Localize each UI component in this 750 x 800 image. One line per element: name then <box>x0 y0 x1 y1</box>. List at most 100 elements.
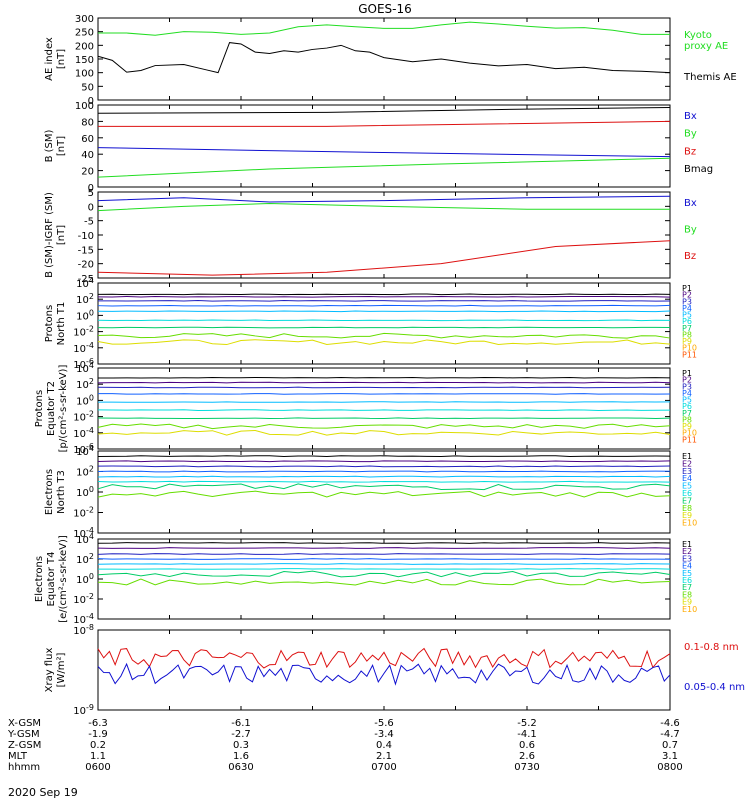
x-value: 0.3 <box>233 740 249 751</box>
tick-label: 10-2 <box>73 410 94 424</box>
tick-label: 102 <box>76 552 94 566</box>
legend-p2: P2 <box>682 291 692 300</box>
flux-line <box>97 376 671 379</box>
flux-line <box>97 300 671 302</box>
legend-e6: E6 <box>682 576 692 585</box>
legend-e4: E4 <box>682 562 692 571</box>
series-line-bx <box>97 195 671 203</box>
panel-frame <box>97 17 671 101</box>
x-value: -3.4 <box>374 729 394 740</box>
legend-e6: E6 <box>682 489 692 498</box>
legend-bx: Bx <box>684 111 697 122</box>
legend-e9: E9 <box>682 511 692 520</box>
legend-p5: P5 <box>682 311 692 320</box>
legend-by: By <box>684 129 697 140</box>
x-value: 0.6 <box>519 740 535 751</box>
panel-bsm: B (SM) [nT] 0 20 40 60 80 100 Bx By Bz Bmag <box>44 101 713 194</box>
x-value: -2.7 <box>231 729 251 740</box>
series-line-bz <box>98 120 671 127</box>
legend-by: By <box>684 224 697 235</box>
x-value: 0.2 <box>90 740 106 751</box>
legend-e3: E3 <box>682 554 692 563</box>
xray-line <box>97 662 671 686</box>
tick-label: 10-2 <box>73 506 94 520</box>
y-axis-label: [nT] <box>56 49 67 69</box>
tick-label: -10 <box>78 231 94 242</box>
tick-label: 20 <box>81 167 94 178</box>
tick-label: 80 <box>81 117 94 128</box>
legend-p10: P10 <box>682 344 697 353</box>
x-value: 0600 <box>85 762 110 773</box>
tick-label: 10-9 <box>73 703 94 717</box>
flux-line <box>97 332 671 339</box>
flux-line <box>97 568 671 570</box>
tick-label: -20 <box>78 260 94 271</box>
flux-line <box>97 326 671 329</box>
x-value: 0.4 <box>376 740 392 751</box>
tick-label: 10-4 <box>73 612 94 626</box>
flux-line <box>97 490 671 498</box>
x-value: 2.6 <box>519 751 535 762</box>
legend-p6: P6 <box>682 402 692 411</box>
legend-xray-long: 0.1-0.8 nm <box>684 642 739 653</box>
tick-label: 102 <box>76 292 94 306</box>
flux-line <box>97 578 671 586</box>
legend-bz: Bz <box>684 251 696 262</box>
legend-e9: E9 <box>682 598 692 607</box>
x-value: 1.6 <box>233 751 249 762</box>
tick-label: 0 <box>88 202 94 213</box>
tick-label: 10-8 <box>73 623 94 637</box>
tick-label: 50 <box>81 82 94 93</box>
y-axis-label: [W/m²] <box>56 652 67 687</box>
legend-p6: P6 <box>682 317 692 326</box>
flux-line <box>97 310 671 313</box>
tick-label: 10-6 <box>73 442 94 456</box>
flux-line <box>97 295 671 298</box>
flux-line <box>97 570 671 578</box>
flux-line <box>97 429 671 436</box>
tick-label: 0 <box>88 96 94 107</box>
legend-p2: P2 <box>682 376 692 385</box>
x-value: -5.2 <box>517 718 537 729</box>
tick-label: 100 <box>75 101 94 112</box>
legend-e1: E1 <box>682 540 692 549</box>
flux-line <box>97 423 671 430</box>
x-value: 1.1 <box>90 751 106 762</box>
x-value: 3.1 <box>662 751 678 762</box>
panel-frame <box>97 538 671 620</box>
x-value: 0.7 <box>662 740 678 751</box>
flux-line <box>97 465 671 468</box>
tick-label: -25 <box>78 274 94 285</box>
legend-e7: E7 <box>682 583 692 592</box>
tick-label: 10-2 <box>73 592 94 606</box>
series-line-bmag <box>97 106 671 114</box>
flux-line <box>97 417 671 420</box>
legend-p11: P11 <box>682 350 697 359</box>
panel-frame <box>97 191 671 279</box>
flux-line <box>97 455 671 458</box>
flux-line <box>97 381 671 384</box>
legend-e8: E8 <box>682 504 692 513</box>
panel-frame <box>97 450 671 534</box>
tick-label: 100 <box>75 69 94 80</box>
y-axis-label: B (SM) <box>44 129 55 162</box>
legend-e10: E10 <box>682 605 697 614</box>
legend-p4: P4 <box>682 304 692 313</box>
tick-label: 10-4 <box>73 341 94 355</box>
flux-line <box>97 386 671 389</box>
tick-label: 10-2 <box>73 325 94 339</box>
flux-line <box>97 558 671 560</box>
x-row-label: X-GSM <box>8 718 41 729</box>
tick-label: 100 <box>76 308 94 322</box>
legend-p10: P10 <box>682 429 697 438</box>
flux-line <box>97 304 671 307</box>
legend-p8: P8 <box>682 415 692 424</box>
y-axis-label: [p/(cm²-s-sr-keV)] <box>58 365 69 453</box>
tick-label: 104 <box>76 532 94 546</box>
flux-line <box>97 475 671 478</box>
x-value: -4.7 <box>660 729 680 740</box>
x-value: 0630 <box>228 762 253 773</box>
legend-kyoto-proxy-ae: proxy AE <box>684 41 728 52</box>
legend-bmag: Bmag <box>684 164 713 175</box>
